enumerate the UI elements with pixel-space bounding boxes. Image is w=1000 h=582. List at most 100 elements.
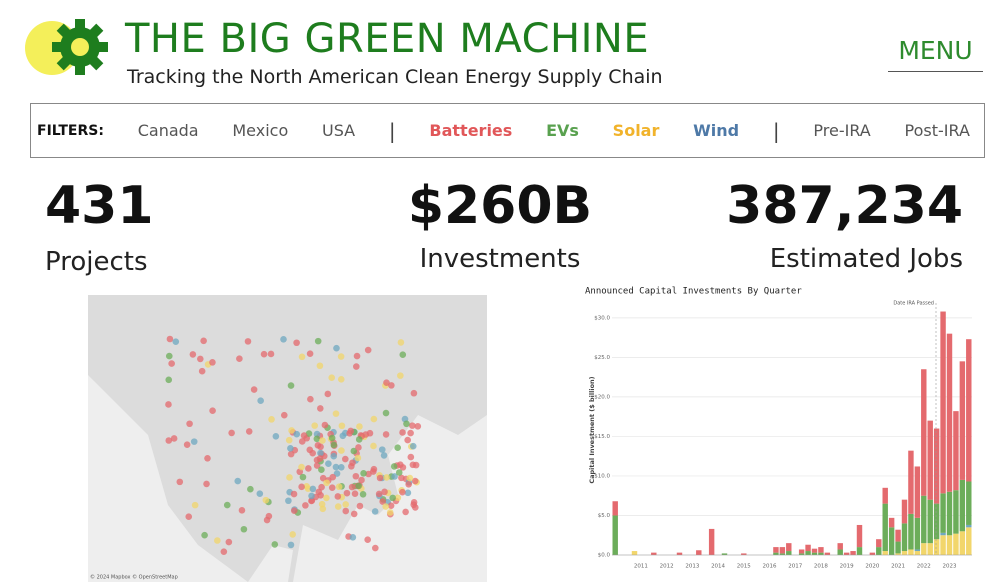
filter-separator: | <box>772 118 780 143</box>
map-dot <box>317 492 324 499</box>
filter-option[interactable]: Batteries <box>429 121 513 140</box>
map-dot <box>220 548 228 555</box>
map-dot <box>356 423 363 430</box>
bar-segment <box>798 549 805 554</box>
map-dot <box>250 386 258 393</box>
map-dot <box>316 455 324 462</box>
map-dot <box>354 454 362 462</box>
map-dot <box>314 337 322 345</box>
filter-option[interactable]: Mexico <box>232 121 289 140</box>
map-dot <box>350 447 358 455</box>
map-dot <box>236 355 243 362</box>
filter-option[interactable]: Pre-IRA <box>813 121 871 140</box>
bar-segment <box>927 499 933 544</box>
bar-segment <box>773 552 779 555</box>
map-dot <box>198 367 206 375</box>
bar-segment <box>612 501 618 516</box>
map-dot <box>364 346 372 354</box>
bar-segment <box>966 339 972 482</box>
map-dot <box>286 474 293 481</box>
bar-segment <box>895 529 901 542</box>
map-dot <box>214 537 221 544</box>
map-dot <box>349 534 357 541</box>
bar-segment <box>966 524 972 528</box>
bar-segment <box>921 543 927 555</box>
bar-segment <box>888 517 895 528</box>
map-dot <box>324 390 332 398</box>
bar-segment <box>914 466 921 518</box>
map-dot <box>394 494 402 502</box>
y-axis-label: Capital Investment ($ billion) <box>588 376 596 483</box>
bar-segment <box>779 547 786 554</box>
map-dot <box>399 351 407 358</box>
bar-segment <box>798 553 805 555</box>
filter-bar: FILTERS: Canada Mexico USA | Batteries EVs Sola… <box>30 103 985 158</box>
map-dot <box>293 430 301 438</box>
map-dot <box>337 353 345 360</box>
map-dot <box>260 350 268 358</box>
map-attribution: © 2024 Mapbox © OpenStreetMap <box>90 574 178 581</box>
map-dot <box>338 447 345 454</box>
bar-segment <box>824 552 831 555</box>
map-dot <box>287 541 295 549</box>
map-dot <box>332 463 340 471</box>
map-dot <box>319 437 326 444</box>
map-dot <box>245 428 253 435</box>
map-dot <box>328 484 336 491</box>
filter-option[interactable]: EVs <box>546 121 579 140</box>
bar-segment <box>811 548 818 553</box>
map-dot <box>337 463 345 471</box>
filter-option[interactable]: USA <box>322 121 356 140</box>
map-dot <box>383 379 390 386</box>
map-dot <box>342 507 350 515</box>
map-dot <box>351 490 359 498</box>
logo <box>25 19 108 75</box>
map-dot <box>298 438 306 445</box>
filter-option[interactable]: Canada <box>137 121 199 140</box>
map-dot <box>337 376 345 383</box>
bar-segment <box>933 539 940 555</box>
map-dot <box>391 473 398 480</box>
filter-option[interactable]: Wind <box>693 121 740 140</box>
x-tick-label: 2019 <box>840 564 854 570</box>
map-dot <box>309 449 316 457</box>
map-dot <box>244 338 252 345</box>
map-dot <box>319 474 327 482</box>
map-dot <box>386 509 394 516</box>
map-dot <box>323 494 330 502</box>
map-dot <box>299 473 307 481</box>
x-tick-label: 2020 <box>865 564 879 570</box>
filter-separator: | <box>388 118 396 143</box>
map-dot <box>359 491 367 498</box>
map-dot <box>225 538 233 546</box>
map-dot <box>371 508 379 515</box>
filter-option[interactable]: Solar <box>612 121 660 140</box>
bar-segment <box>631 551 638 555</box>
map-dot <box>316 362 324 370</box>
bar-segment <box>843 552 850 555</box>
menu-button[interactable]: MENU <box>888 36 983 72</box>
map-dot <box>204 454 211 462</box>
bar-segment <box>940 493 946 533</box>
y-tick-label: $25.0 <box>594 355 610 361</box>
map-dot <box>308 492 315 500</box>
annotation: Date IRA Passed <box>893 301 934 307</box>
map-dot <box>203 480 210 488</box>
map-dot <box>399 429 406 436</box>
y-tick-label: $0.0 <box>598 553 611 559</box>
map-dot <box>399 488 406 496</box>
map-dot <box>318 483 325 491</box>
map-dot <box>412 504 419 511</box>
x-tick-label: 2012 <box>660 564 674 570</box>
bar-segment <box>895 541 901 554</box>
map-dot <box>383 474 390 481</box>
bar-segment <box>921 369 927 496</box>
filter-option[interactable]: Post-IRA <box>904 121 970 140</box>
map-dot <box>262 496 270 504</box>
bar-segment <box>837 549 843 555</box>
y-tick-label: $10.0 <box>594 473 610 479</box>
map-dot <box>355 436 363 443</box>
bar-segment <box>721 553 728 555</box>
bar-segment <box>811 552 818 555</box>
